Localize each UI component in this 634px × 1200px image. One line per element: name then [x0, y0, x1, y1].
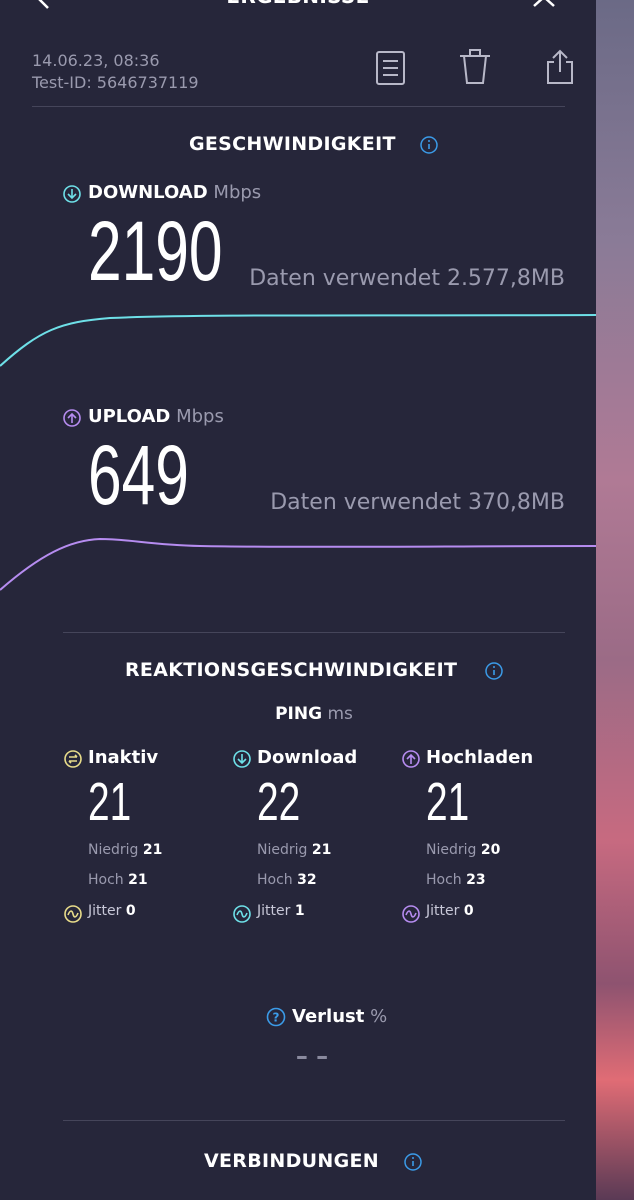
jitter-value: 1: [294, 903, 305, 919]
ping-type-label: Download: [257, 747, 358, 768]
ping-high: Hoch 21: [88, 872, 148, 888]
upload-value: 649: [88, 428, 189, 522]
divider: [63, 632, 565, 633]
ping-type-label: Hochladen: [426, 747, 534, 768]
divider: [63, 1120, 565, 1121]
idle-icon: [64, 750, 82, 768]
jitter-value: 0: [463, 903, 474, 919]
ping-low-label: Niedrig: [257, 842, 308, 858]
jitter-value: 0: [125, 903, 136, 919]
details-icon[interactable]: [374, 50, 408, 86]
ping-low: Niedrig 21: [257, 842, 331, 858]
ping-value: 22: [257, 772, 301, 832]
ping-high: Hoch 23: [426, 872, 486, 888]
info-icon[interactable]: [484, 661, 504, 681]
ping-low-value: 21: [311, 842, 332, 858]
upload-unit: Mbps: [176, 406, 224, 427]
jitter-label: Jitter: [88, 903, 122, 919]
upload-icon: [63, 409, 81, 427]
jitter: Jitter 0: [426, 903, 474, 919]
download-value: 2190: [88, 204, 223, 298]
ping-low-label: Niedrig: [426, 842, 477, 858]
ping-low: Niedrig 21: [88, 842, 162, 858]
ping-low-value: 21: [142, 842, 163, 858]
jitter-label: Jitter: [257, 903, 291, 919]
ping-low: Niedrig 20: [426, 842, 500, 858]
delete-icon[interactable]: [458, 48, 492, 86]
ping-label: PING: [275, 704, 323, 724]
download-icon: [63, 185, 81, 203]
loss-unit: %: [370, 1006, 388, 1027]
ping-type-label: Inaktiv: [88, 747, 159, 768]
section-title: VERBINDUNGEN: [204, 1150, 379, 1172]
jitter-label: Jitter: [426, 903, 460, 919]
jitter-icon: [402, 905, 420, 923]
test-date: 14.06.23, 08:36: [32, 51, 160, 70]
svg-text:?: ?: [273, 1011, 280, 1025]
results-panel: ERGEBNISSE 14.06.23, 08:36 Test-ID: 5646…: [0, 0, 596, 1172]
ping-high-value: 23: [466, 872, 486, 888]
ping-high: Hoch 32: [257, 872, 317, 888]
download-data-used: Daten verwendet 2.577,8MB: [249, 266, 565, 291]
ping-high-value: 21: [128, 872, 148, 888]
jitter: Jitter 1: [257, 903, 305, 919]
page-title: ERGEBNISSE: [0, 0, 596, 8]
back-button[interactable]: [30, 0, 56, 12]
ping-value: 21: [88, 772, 132, 832]
jitter: Jitter 0: [88, 903, 136, 919]
ping-low-label: Niedrig: [88, 842, 139, 858]
ping-high-label: Hoch: [257, 872, 293, 888]
ping-high-label: Hoch: [88, 872, 124, 888]
ping-value: 21: [426, 772, 470, 832]
jitter-icon: [233, 905, 251, 923]
download-unit: Mbps: [213, 182, 262, 203]
share-icon[interactable]: [544, 48, 576, 86]
ping-unit: ms: [327, 704, 353, 724]
section-title: REAKTIONSGESCHWINDIGKEIT: [125, 659, 458, 681]
section-title: GESCHWINDIGKEIT: [189, 133, 396, 155]
info-icon[interactable]: [403, 1152, 423, 1172]
download-label: DOWNLOAD: [88, 182, 208, 203]
divider: [32, 106, 565, 107]
ping-high-value: 32: [297, 872, 317, 888]
help-icon: ?: [266, 1007, 286, 1027]
loss-value: – –: [295, 1042, 329, 1070]
upload-graph: [0, 537, 596, 591]
ping-low-value: 20: [480, 842, 501, 858]
background-photo: [596, 0, 634, 1200]
upload-label: UPLOAD: [88, 406, 171, 427]
down-icon: [233, 750, 251, 768]
close-button[interactable]: [532, 0, 556, 8]
jitter-icon: [64, 905, 82, 923]
download-graph: [0, 314, 596, 367]
up-icon: [402, 750, 420, 768]
ping-high-label: Hoch: [426, 872, 462, 888]
loss-label: Verlust: [292, 1006, 365, 1027]
test-id: Test-ID: 5646737119: [32, 73, 199, 92]
info-icon[interactable]: [419, 135, 439, 155]
upload-data-used: Daten verwendet 370,8MB: [270, 490, 565, 515]
